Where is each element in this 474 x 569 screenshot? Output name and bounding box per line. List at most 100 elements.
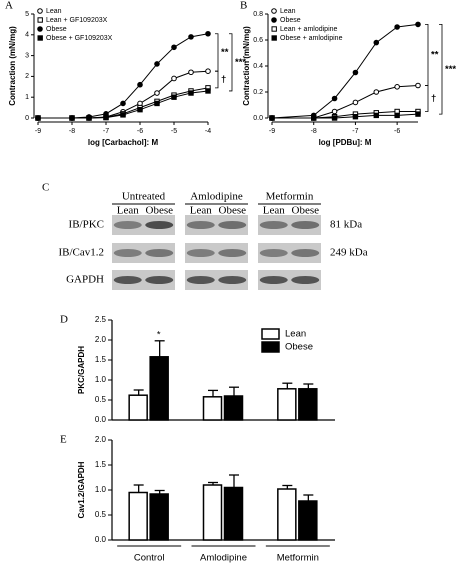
blot-band — [186, 249, 215, 257]
data-point — [171, 94, 177, 100]
bracket — [229, 33, 233, 92]
bar — [149, 356, 169, 421]
blot-band — [218, 249, 247, 257]
legend-label: Obese + amlodipine — [280, 35, 343, 42]
legend-marker — [37, 26, 43, 32]
data-point — [415, 21, 421, 28]
bar — [149, 493, 169, 541]
y-axis-label: PKC/GAPDH — [77, 346, 86, 394]
legend-marker — [37, 8, 43, 14]
y-tick-label: 1.0 — [95, 485, 107, 494]
data-point — [311, 115, 317, 121]
group-title: Metformin — [266, 191, 314, 203]
data-point — [154, 90, 160, 96]
legend-marker — [37, 17, 43, 23]
legend-marker — [271, 8, 277, 14]
panel-label: A — [5, 0, 13, 12]
y-axis-label: Contraction (mN/mg) — [8, 26, 17, 106]
blot-band — [218, 221, 247, 229]
lane-label: Lean — [117, 205, 139, 217]
x-axis-label: log [Carbachol]: M — [88, 138, 159, 147]
blot-band — [113, 221, 142, 229]
data-point — [86, 115, 92, 121]
data-point — [205, 88, 211, 94]
panel-label: E — [60, 434, 67, 446]
bracket — [425, 85, 429, 112]
data-point — [331, 115, 338, 121]
bracket — [439, 23, 443, 115]
data-point — [188, 69, 194, 76]
data-point — [269, 115, 275, 121]
legend-label: Obese — [285, 342, 313, 353]
y-tick-label: 0.6 — [253, 37, 263, 44]
data-point — [120, 112, 126, 118]
bar — [202, 396, 223, 421]
blot-band — [186, 276, 215, 284]
size-label: 249 kDa — [330, 247, 368, 259]
data-point — [188, 34, 194, 40]
legend-label: Obese — [280, 17, 301, 24]
data-point — [120, 100, 126, 107]
legend-marker — [271, 26, 277, 32]
y-tick-label: 0.0 — [95, 535, 107, 544]
group-title: Amlodipine — [190, 191, 243, 203]
bar — [277, 388, 297, 421]
legend-label: Obese — [46, 26, 67, 33]
x-tick-label: Amlodipine — [200, 553, 247, 564]
data-point — [352, 99, 359, 106]
legend-marker — [261, 341, 280, 353]
y-tick-label: 1.0 — [95, 375, 107, 384]
y-tick-label: 0.0 — [95, 415, 107, 424]
data-point — [394, 84, 400, 90]
data-point — [352, 114, 359, 120]
annotation: ** — [221, 47, 229, 58]
data-point — [137, 81, 143, 88]
data-point — [394, 24, 400, 30]
legend-marker — [261, 328, 280, 340]
row-label: GAPDH — [66, 274, 104, 286]
data-point — [394, 112, 400, 119]
bracket — [215, 70, 219, 89]
x-tick-label: -7 — [103, 128, 109, 135]
x-tick-label: -6 — [394, 128, 400, 135]
annotation: ** — [431, 49, 439, 60]
y-tick-label: 0.5 — [95, 395, 107, 404]
x-tick-label: -8 — [311, 128, 317, 135]
data-point — [69, 115, 75, 121]
x-tick-label: Metformin — [277, 553, 319, 564]
x-tick-label: -9 — [269, 128, 275, 135]
y-tick-label: 0 — [25, 115, 29, 122]
data-point — [331, 108, 338, 115]
data-point — [137, 106, 143, 113]
bracket — [425, 23, 429, 86]
bar — [128, 394, 148, 421]
y-tick-label: 0.2 — [253, 89, 263, 96]
y-tick-label: 4 — [25, 32, 29, 39]
data-point — [188, 90, 194, 96]
x-tick-label: -7 — [352, 128, 358, 135]
blot-band — [113, 249, 142, 257]
legend-label: Obese + GF109203X — [46, 35, 113, 42]
data-point — [352, 69, 359, 76]
y-tick-label: 2.5 — [95, 315, 107, 324]
blot-band — [186, 221, 215, 229]
blot-band — [291, 249, 320, 257]
blot-strip — [112, 215, 175, 235]
x-tick-label: -6 — [137, 128, 143, 135]
blot-band — [113, 276, 142, 284]
data-point — [154, 100, 160, 107]
blot-band — [259, 221, 288, 229]
bracket — [215, 33, 219, 72]
lane-label: Obese — [219, 205, 247, 217]
legend-marker — [271, 35, 277, 41]
legend-label: Lean — [46, 8, 62, 15]
blot-strip — [112, 270, 175, 290]
bar — [298, 500, 318, 541]
x-tick-label: -9 — [35, 128, 41, 135]
series-line — [38, 90, 209, 119]
bar — [277, 488, 297, 541]
blot-band — [259, 276, 288, 284]
panel-label: D — [60, 314, 68, 326]
annotation: † — [221, 74, 226, 85]
blot-band — [291, 276, 320, 284]
